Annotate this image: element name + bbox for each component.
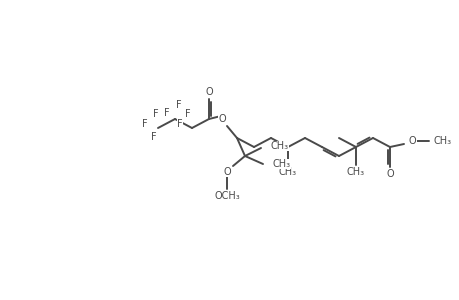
Text: F: F [185,109,190,119]
Text: F: F [176,100,181,110]
Text: OCH₃: OCH₃ [213,191,239,201]
Text: CH₃: CH₃ [433,136,451,146]
Text: F: F [151,132,157,142]
Text: O: O [205,87,213,97]
Text: O: O [223,167,230,177]
Text: CH₃: CH₃ [278,167,297,177]
Text: F: F [153,109,158,119]
Text: F: F [142,119,147,129]
Text: F: F [164,108,169,118]
Text: CH₃: CH₃ [270,141,289,151]
Text: CH₃: CH₃ [346,167,364,177]
Text: O: O [218,114,225,124]
Text: F: F [177,119,182,129]
Text: O: O [386,169,393,179]
Text: O: O [408,136,416,146]
Text: CH₃: CH₃ [272,159,291,169]
